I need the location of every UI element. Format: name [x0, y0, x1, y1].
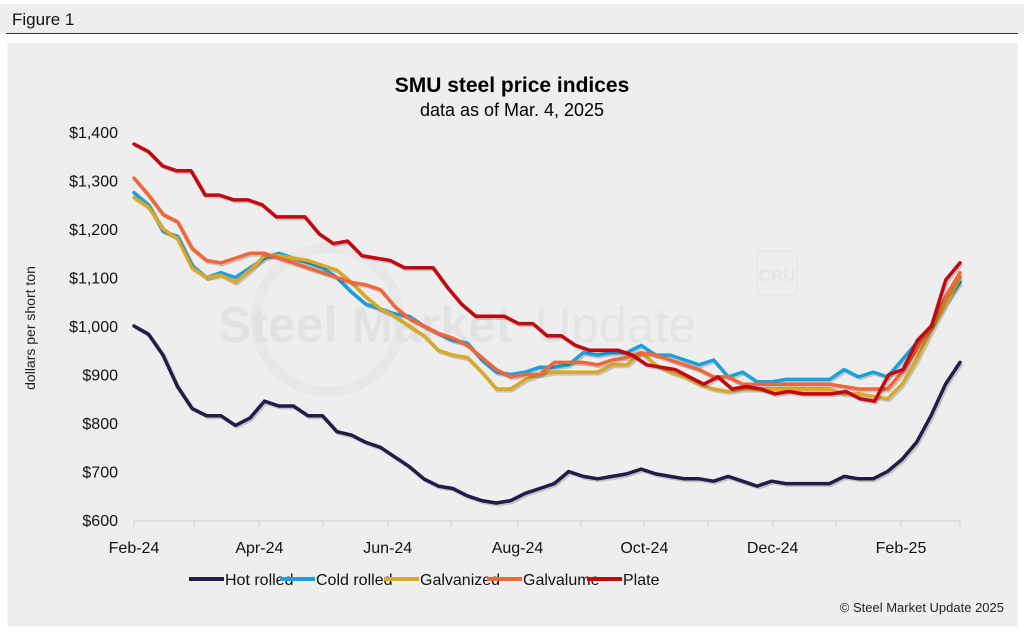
y-axis: $600 $700 $800 $900 $1,000 $1,100 $1,200 $1,300…	[69, 125, 118, 530]
legend: Hot rolled Cold rolled Galvanized Galvalume…	[189, 572, 660, 589]
x-tick-label: Feb-25	[876, 540, 927, 557]
y-tick-label: $1,100	[69, 271, 118, 288]
cru-logo-box	[756, 250, 798, 296]
legend-item-galvalume: Galvalume	[487, 572, 600, 589]
series-lines	[132, 142, 964, 507]
chart-panel	[7, 42, 1018, 627]
x-tick-label: Aug-24	[492, 540, 544, 557]
y-tick-label: $1,400	[69, 125, 118, 142]
chart-title: SMU steel price indices	[395, 74, 630, 97]
figure-label: Figure 1	[12, 10, 75, 29]
x-tick-label: Jun-24	[363, 540, 412, 557]
y-tick-label: $700	[82, 465, 118, 482]
y-tick-label: $600	[82, 513, 118, 530]
legend-item-plate: Plate	[587, 572, 660, 589]
series-line-cold-rolled	[132, 190, 962, 384]
legend-label: Cold rolled	[316, 572, 392, 589]
figure-divider	[6, 33, 1018, 34]
x-axis: Feb-24 Apr-24 Jun-24 Aug-24 Oct-24 Dec-24 Feb-…	[109, 520, 961, 557]
y-tick-label: $1,000	[69, 319, 118, 336]
series-line-galvalume	[132, 176, 962, 391]
legend-label: Hot rolled	[225, 572, 293, 589]
y-tick-label: $800	[82, 416, 118, 433]
legend-item-cold-rolled: Cold rolled	[280, 572, 392, 589]
series-shadow-plate	[134, 143, 964, 405]
x-tick-label: Apr-24	[235, 540, 283, 557]
y-tick-label: $1,200	[69, 222, 118, 239]
y-axis-label: dollars per short ton	[22, 266, 38, 390]
x-tick-label: Oct-24	[620, 540, 668, 557]
y-tick-label: $900	[82, 368, 118, 385]
watermark-text-light: Update	[535, 297, 696, 353]
y-tick-label: $1,300	[69, 174, 118, 191]
legend-label: Galvalume	[523, 572, 600, 589]
series-line-plate	[132, 142, 962, 403]
x-tick-label: Dec-24	[747, 540, 799, 557]
cru-logo: CRU	[759, 266, 796, 285]
legend-item-galvanized: Galvanized	[384, 572, 500, 589]
x-tick-label: Feb-24	[109, 540, 160, 557]
figure-header: Figure 1	[0, 4, 1024, 34]
legend-item-hot-rolled: Hot rolled	[189, 572, 293, 589]
series-line-hot-rolled	[132, 324, 962, 505]
copyright: © Steel Market Update 2025	[840, 600, 1004, 615]
chart-subtitle: data as of Mar. 4, 2025	[420, 100, 604, 120]
legend-label: Galvanized	[420, 572, 500, 589]
legend-label: Plate	[623, 572, 660, 589]
